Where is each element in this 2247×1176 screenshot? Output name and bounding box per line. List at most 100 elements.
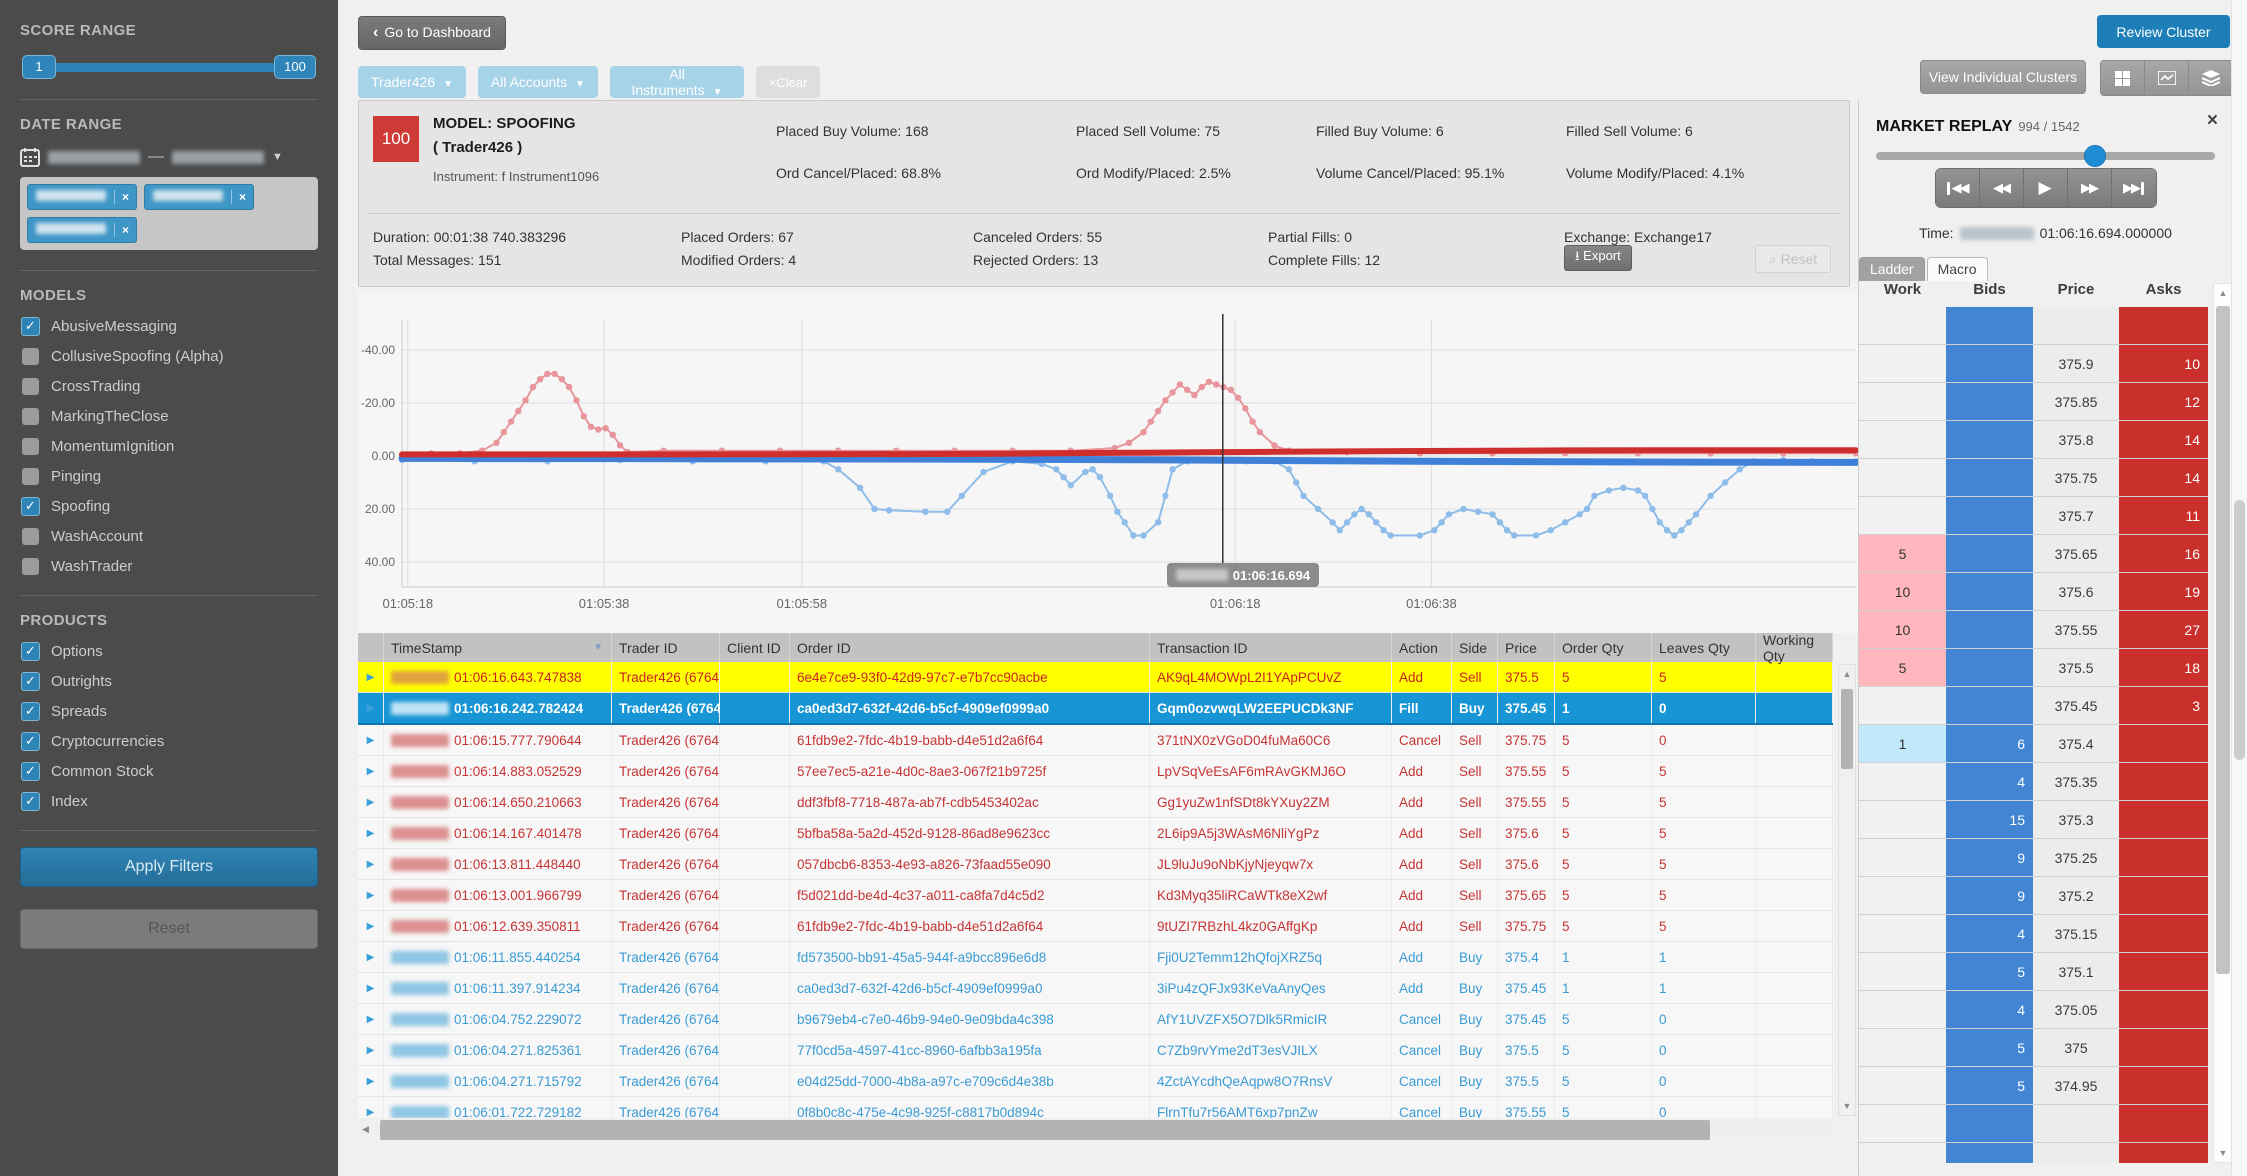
date-range-field[interactable]: — ▼ (20, 147, 318, 167)
table-row[interactable]: ▶ 01:06:04.752.229072 Trader426 (67644) … (358, 1004, 1833, 1035)
rewind-button[interactable]: ◀◀ (1980, 169, 2024, 207)
expand-row-icon[interactable]: ▶ (367, 1014, 375, 1025)
ladder-cell-bid[interactable] (1946, 345, 2033, 382)
ladder-cell-bid[interactable] (1946, 421, 2033, 458)
checkbox-icon[interactable]: ✓ (22, 378, 39, 395)
ladder-cell-ask[interactable] (2119, 915, 2208, 952)
ladder-cell-bid[interactable] (1946, 307, 2033, 344)
date-chip[interactable]: × (27, 217, 137, 243)
ladder-cell-ask[interactable] (2119, 877, 2208, 914)
scroll-left-icon[interactable]: ◀ (362, 1124, 374, 1135)
ladder-cell-ask[interactable]: 27 (2119, 611, 2208, 648)
close-icon[interactable]: × (2207, 110, 2218, 132)
model-checkbox-item[interactable]: ✓ MarkingTheClose (22, 408, 318, 425)
ladder-cell-bid[interactable] (1946, 687, 2033, 724)
ladder-cell-ask[interactable]: 16 (2119, 535, 2208, 572)
ladder-cell-ask[interactable] (2119, 307, 2208, 344)
ladder-cell-ask[interactable]: 11 (2119, 497, 2208, 534)
expand-row-icon[interactable]: ▶ (367, 983, 375, 994)
scroll-down-icon[interactable]: ▼ (2214, 1148, 2232, 1158)
ladder-cell-bid[interactable]: 4 (1946, 763, 2033, 800)
checkbox-icon[interactable]: ✓ (22, 468, 39, 485)
product-checkbox-item[interactable]: ✓ Spreads (22, 703, 318, 720)
column-header-order-id[interactable]: Order ID (790, 633, 1150, 662)
ladder-cell-ask[interactable] (2119, 953, 2208, 990)
table-row[interactable]: ▶ 01:06:04.271.715792 Trader426 (67644) … (358, 1066, 1833, 1097)
ladder-cell-bid[interactable]: 9 (1946, 839, 2033, 876)
expand-row-icon[interactable]: ▶ (367, 1107, 375, 1118)
scrollbar-thumb[interactable] (380, 1120, 1710, 1140)
chart-view-button[interactable] (2145, 61, 2189, 95)
ladder-cell-bid[interactable]: 4 (1946, 991, 2033, 1028)
column-header-side[interactable]: Side (1452, 633, 1498, 662)
column-header-transaction-id[interactable]: Transaction ID (1150, 633, 1392, 662)
checkbox-icon[interactable]: ✓ (22, 348, 39, 365)
ladder-cell-ask[interactable] (2119, 763, 2208, 800)
expand-row-icon[interactable]: ▶ (367, 890, 375, 901)
model-checkbox-item[interactable]: ✓ AbusiveMessaging (22, 318, 318, 335)
tab-ladder[interactable]: Ladder (1859, 257, 1925, 281)
ladder-cell-bid[interactable] (1946, 535, 2033, 572)
chip-close-icon[interactable]: × (114, 223, 136, 237)
ladder-cell-bid[interactable] (1946, 1105, 2033, 1142)
checkbox-icon[interactable]: ✓ (21, 732, 40, 751)
column-header-price[interactable]: Price (1498, 633, 1555, 662)
column-header-order-qty[interactable]: Order Qty (1555, 633, 1652, 662)
checkbox-icon[interactable]: ✓ (21, 317, 40, 336)
table-row[interactable]: ▶ 01:06:15.777.790644 Trader426 (67644) … (358, 725, 1833, 756)
scrollbar-thumb[interactable] (2234, 500, 2245, 760)
ladder-cell-bid[interactable]: 5 (1946, 1067, 2033, 1104)
checkbox-icon[interactable]: ✓ (21, 702, 40, 721)
layers-view-button[interactable] (2189, 61, 2233, 95)
ladder-cell-bid[interactable] (1946, 611, 2033, 648)
expand-row-icon[interactable]: ▶ (367, 766, 375, 777)
checkbox-icon[interactable]: ✓ (21, 497, 40, 516)
ladder-cell-ask[interactable] (2119, 1143, 2208, 1163)
table-row[interactable]: ▶ 01:06:14.167.401478 Trader426 (67644) … (358, 818, 1833, 849)
ladder-cell-ask[interactable]: 10 (2119, 345, 2208, 382)
instruments-filter-dropdown[interactable]: All Instruments▼ (610, 66, 744, 98)
ladder-cell-ask[interactable]: 14 (2119, 421, 2208, 458)
table-horizontal-scrollbar[interactable]: ◀ (358, 1118, 1833, 1142)
ladder-cell-ask[interactable]: 18 (2119, 649, 2208, 686)
checkbox-icon[interactable]: ✓ (21, 642, 40, 661)
view-individual-clusters-button[interactable]: View Individual Clusters (1920, 60, 2086, 94)
table-row[interactable]: ▶ 01:06:04.271.825361 Trader426 (67644) … (358, 1035, 1833, 1066)
score-range-max-handle[interactable]: 100 (274, 55, 316, 79)
model-checkbox-item[interactable]: ✓ WashAccount (22, 528, 318, 545)
expand-row-icon[interactable]: ▶ (367, 952, 375, 963)
table-vertical-scrollbar[interactable]: ▲ ▼ (1838, 664, 1856, 1116)
skip-to-start-button[interactable]: ◀◀ (1936, 169, 1980, 207)
product-checkbox-item[interactable]: ✓ Cryptocurrencies (22, 733, 318, 750)
ladder-cell-bid[interactable]: 15 (1946, 801, 2033, 838)
go-to-dashboard-button[interactable]: ‹Go to Dashboard (358, 16, 506, 50)
apply-filters-button[interactable]: Apply Filters (20, 847, 318, 887)
accounts-filter-dropdown[interactable]: All Accounts▼ (478, 66, 598, 98)
model-checkbox-item[interactable]: ✓ WashTrader (22, 558, 318, 575)
sort-desc-icon[interactable]: ▼ (593, 642, 603, 653)
score-range-min-handle[interactable]: 1 (22, 55, 56, 79)
checkbox-icon[interactable]: ✓ (22, 438, 39, 455)
chip-close-icon[interactable]: × (114, 190, 136, 204)
scroll-down-icon[interactable]: ▼ (1839, 1101, 1855, 1111)
table-row[interactable]: ▶ 01:06:13.811.448440 Trader426 (67644) … (358, 849, 1833, 880)
checkbox-icon[interactable]: ✓ (21, 792, 40, 811)
column-header-timestamp[interactable]: TimeStamp▼ (384, 633, 612, 662)
table-row[interactable]: ▶ 01:06:14.650.210663 Trader426 (67644) … (358, 787, 1833, 818)
ladder-cell-bid[interactable] (1946, 649, 2033, 686)
date-chip[interactable]: × (27, 184, 137, 210)
ladder-cell-ask[interactable]: 12 (2119, 383, 2208, 420)
table-row[interactable]: ▶ 01:06:11.397.914234 Trader426 (67644) … (358, 973, 1833, 1004)
ladder-cell-bid[interactable]: 5 (1946, 953, 2033, 990)
product-checkbox-item[interactable]: ✓ Common Stock (22, 763, 318, 780)
ladder-cell-bid[interactable]: 6 (1946, 725, 2033, 762)
scroll-up-icon[interactable]: ▲ (1839, 669, 1855, 679)
ladder-cell-bid[interactable]: 5 (1946, 1029, 2033, 1066)
page-scrollbar[interactable] (2231, 0, 2247, 1176)
ladder-cell-ask[interactable] (2119, 801, 2208, 838)
scroll-up-icon[interactable]: ▲ (2214, 288, 2232, 298)
clear-filters-button[interactable]: ×Clear (756, 66, 820, 98)
checkbox-icon[interactable]: ✓ (21, 672, 40, 691)
ladder-cell-bid[interactable] (1946, 1143, 2033, 1163)
product-checkbox-item[interactable]: ✓ Outrights (22, 673, 318, 690)
